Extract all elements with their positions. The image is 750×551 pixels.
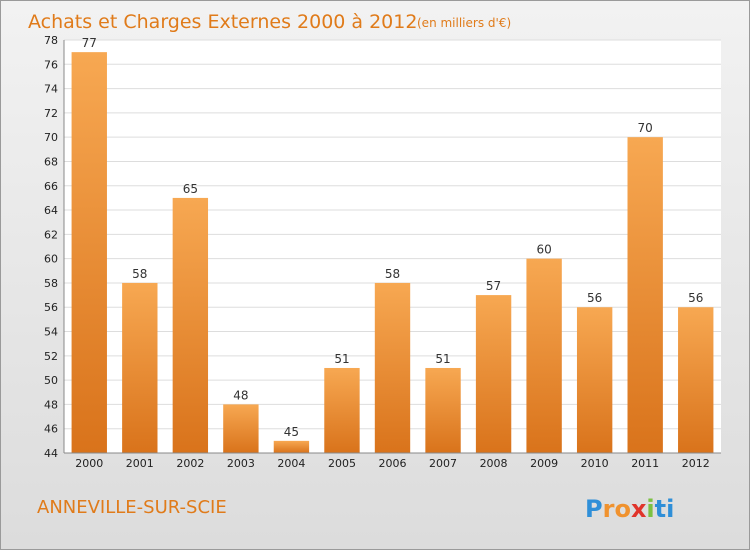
y-tick-label: 58: [44, 277, 58, 290]
bar: [475, 295, 512, 453]
bar-value-label: 65: [183, 182, 198, 196]
x-tick-label: 2011: [631, 457, 659, 470]
bar: [678, 307, 714, 453]
y-tick-label: 64: [44, 204, 58, 217]
y-tick-label: 66: [44, 180, 58, 193]
y-tick-label: 44: [44, 447, 58, 460]
y-axis: 44 46 48 50 52 54 56 58 60 62 64 66 68 70 72 74 76 78: [44, 34, 65, 460]
chart-subtitle: (en milliers d'€): [417, 16, 511, 30]
y-tick-label: 62: [44, 228, 58, 241]
bar-value-label: 70: [638, 121, 653, 135]
bar: [273, 440, 310, 453]
x-tick-label: 2010: [581, 457, 609, 470]
bar-value-label: 58: [132, 267, 147, 281]
bar-value-label: 77: [82, 36, 97, 50]
x-tick-label: 2000: [75, 457, 103, 470]
bar: [526, 258, 562, 453]
x-tick-label: 2003: [227, 457, 255, 470]
x-axis: 2000 2001 2002 2003 2004 2005 2006 2007 2008 2009…: [64, 452, 721, 470]
bar: [172, 197, 209, 453]
proxiti-logo: Proxiti: [585, 495, 674, 523]
bar-value-label: 56: [688, 291, 703, 305]
logo-letter: P: [585, 495, 603, 523]
bar-value-label: 51: [334, 352, 349, 366]
x-tick-label: 2012: [682, 457, 710, 470]
bar-value-label: 56: [587, 291, 602, 305]
y-tick-label: 50: [44, 374, 58, 387]
x-tick-label: 2005: [328, 457, 356, 470]
bar: [374, 282, 411, 453]
x-tick-label: 2007: [429, 457, 457, 470]
logo-letter: o: [614, 495, 631, 523]
bars-group: 77 58 65 48 45 51 58 51 57 60 56 70 56: [71, 36, 714, 454]
bar-value-label: 45: [284, 425, 299, 439]
chart-title: Achats et Charges Externes 2000 à 2012: [28, 11, 417, 33]
bar-value-label: 51: [435, 352, 450, 366]
y-tick-label: 56: [44, 301, 58, 314]
x-tick-label: 2009: [530, 457, 558, 470]
y-tick-label: 78: [44, 34, 58, 47]
y-tick-label: 46: [44, 423, 58, 436]
bar: [324, 367, 360, 453]
bar-value-label: 57: [486, 279, 501, 293]
x-tick-label: 2001: [126, 457, 154, 470]
y-tick-label: 52: [44, 350, 58, 363]
logo-letter: r: [603, 495, 615, 523]
logo-letter: x: [631, 495, 647, 523]
x-tick-label: 2002: [176, 457, 204, 470]
bar: [223, 404, 259, 453]
x-tick-label: 2004: [277, 457, 305, 470]
y-tick-label: 72: [44, 107, 58, 120]
bar-value-label: 48: [233, 388, 248, 402]
y-tick-label: 74: [44, 83, 58, 96]
y-tick-label: 76: [44, 58, 58, 71]
bar-value-label: 58: [385, 267, 400, 281]
bar: [122, 282, 158, 453]
y-tick-label: 60: [44, 253, 58, 266]
x-tick-label: 2006: [379, 457, 407, 470]
x-tick-label: 2008: [480, 457, 508, 470]
logo-letter: t: [655, 495, 666, 523]
y-tick-label: 68: [44, 155, 58, 168]
y-tick-label: 70: [44, 131, 58, 144]
bar-value-label: 60: [536, 243, 551, 257]
bar: [71, 52, 107, 453]
logo-letter: i: [646, 495, 654, 523]
y-tick-label: 48: [44, 398, 58, 411]
bar: [627, 137, 663, 454]
y-tick-label: 54: [44, 326, 58, 339]
logo-letter: i: [666, 495, 674, 523]
bar: [425, 367, 461, 453]
bar: [576, 307, 613, 453]
city-name: ANNEVILLE-SUR-SCIE: [37, 497, 227, 518]
